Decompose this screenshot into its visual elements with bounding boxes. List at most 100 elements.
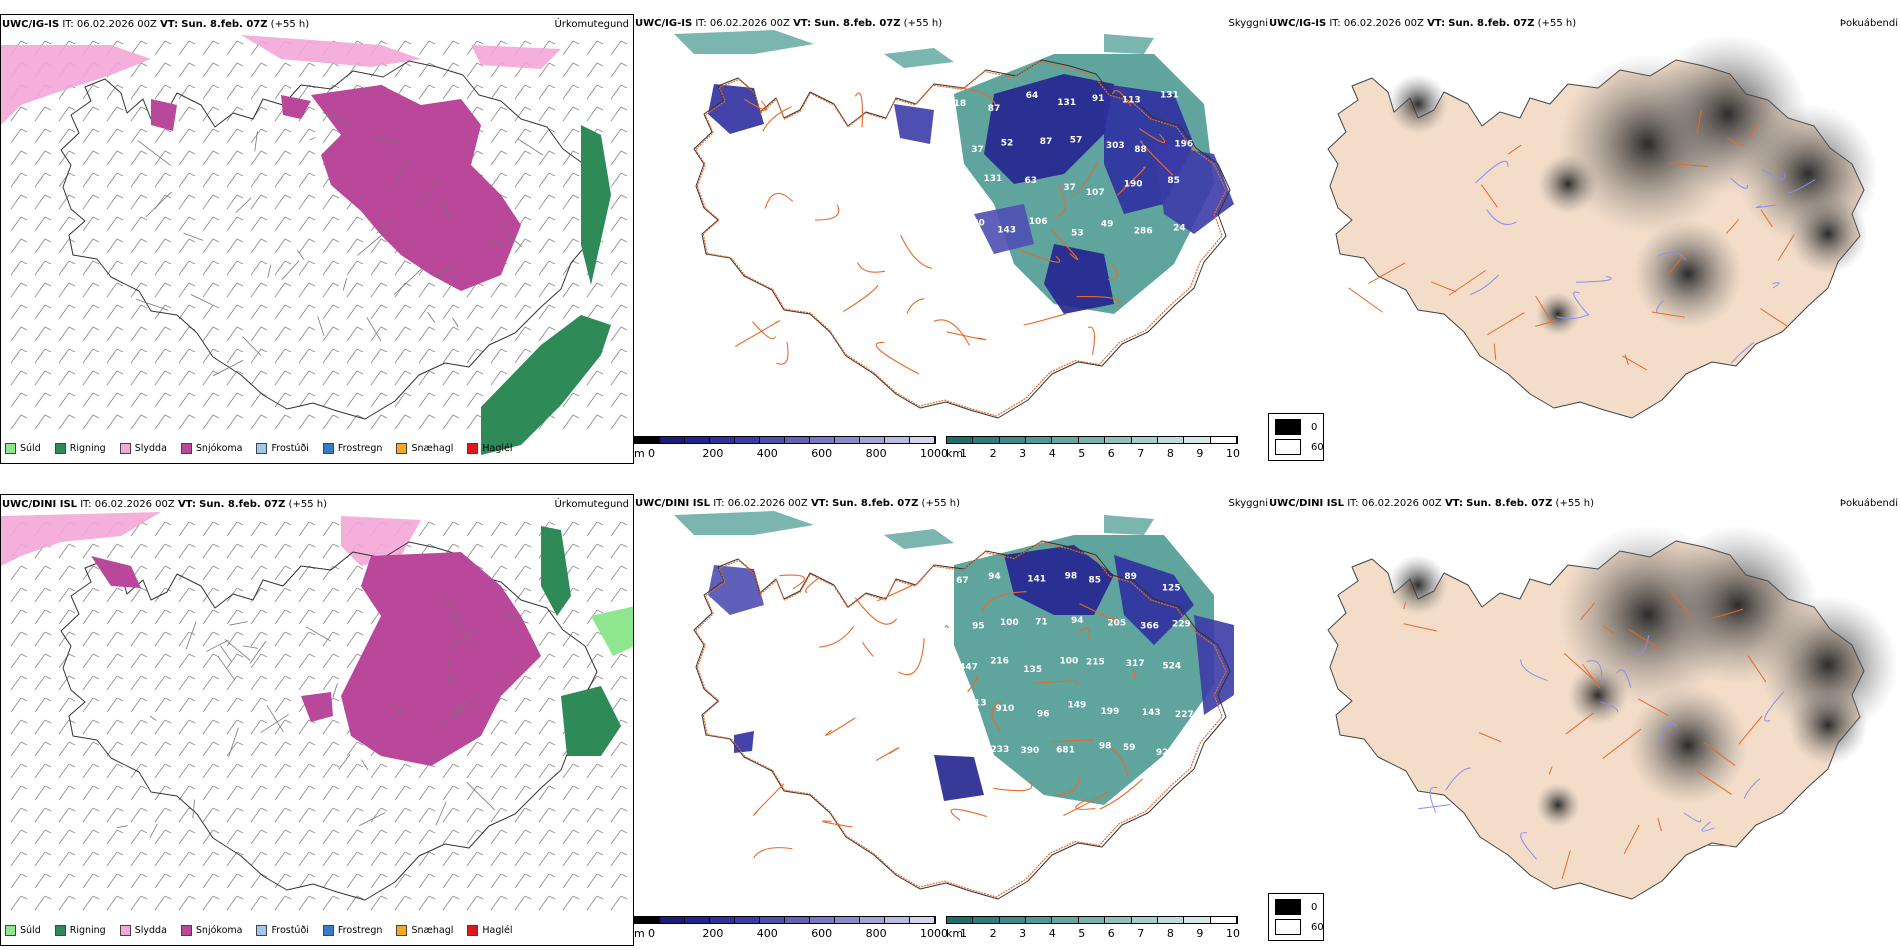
- legend-item: Snæhagl: [396, 925, 453, 936]
- legend-swatch: [322, 925, 334, 936]
- colorbar-tick: 9: [1196, 447, 1204, 460]
- fog-map: [1327, 525, 1898, 900]
- color-step: [885, 917, 910, 923]
- legend-swatch: [180, 925, 192, 936]
- color-step: [760, 917, 785, 923]
- legend-swatch: [467, 925, 479, 936]
- color-step: [999, 437, 1027, 443]
- ceiling-value-label: 107: [1086, 188, 1105, 198]
- ceiling-value-label: 18: [954, 99, 967, 109]
- ceiling-value-label: 94: [988, 572, 1001, 582]
- ceiling-value-label: 149: [1068, 701, 1087, 711]
- ceiling-value-label: 24: [1173, 223, 1186, 233]
- legend-label: Haglél: [482, 925, 513, 936]
- legend-swatch: [256, 925, 268, 936]
- colorbar-unit: m: [634, 447, 645, 460]
- legend-swatch: [119, 443, 131, 454]
- ceiling-value-label: 64: [1026, 91, 1039, 101]
- ceiling-value-label: 85: [1167, 176, 1180, 186]
- fog-legend-bottom: 0 60: [1268, 893, 1324, 941]
- ceiling-value-label: 100: [1060, 657, 1079, 667]
- colorbar-tick: 400: [756, 447, 778, 460]
- color-step: [999, 917, 1027, 923]
- color-step: [635, 917, 660, 923]
- legend-item: Frostregn: [322, 443, 382, 454]
- color-step: [1105, 437, 1132, 443]
- color-step: [735, 917, 760, 923]
- panel-header: UWC/DINI ISL IT: 06.02.2026 00Z VT: Sun.…: [635, 498, 960, 509]
- ceiling-value-label: 329: [957, 743, 976, 753]
- color-step: [860, 917, 885, 923]
- colorbar-tick: 200: [702, 447, 724, 460]
- ceiling-value-label: 286: [1134, 227, 1153, 237]
- ceiling-value-label: 303: [1106, 141, 1125, 151]
- colorbar-tick: 7: [1137, 927, 1145, 940]
- ceiling-value-label: 89: [1124, 572, 1137, 582]
- ceiling-value-label: 131: [984, 174, 1003, 184]
- legend-label: Slydda: [134, 443, 167, 454]
- precip-type-panel-top: UWC/IG-IS IT: 06.02.2026 00Z VT: Sun. 8.…: [0, 14, 634, 464]
- color-step: [910, 917, 935, 923]
- color-step: [947, 917, 974, 923]
- color-step: [1184, 437, 1211, 443]
- ceiling-value-label: 98: [1099, 742, 1112, 752]
- colorbar-tick: 1000: [920, 447, 948, 460]
- colorbar-tick: 3: [1019, 927, 1027, 940]
- color-step: [1131, 917, 1158, 923]
- color-step: [973, 917, 1000, 923]
- color-step: [1105, 917, 1132, 923]
- fog-legend-label: 60: [1311, 921, 1324, 933]
- legend-label: Slydda: [134, 925, 167, 936]
- legend-swatch: [54, 925, 66, 936]
- fog-legend-label: 0: [1311, 421, 1318, 433]
- panel-title: Þokuábendi: [1839, 498, 1898, 509]
- legend-label: Súld: [20, 443, 41, 454]
- legend-item: Slydda: [119, 443, 167, 454]
- color-step: [1157, 917, 1185, 923]
- legend-label: Snjókoma: [195, 925, 243, 936]
- color-step: [785, 437, 810, 443]
- colorbar-tick: 5: [1078, 447, 1086, 460]
- colorbar-tick: 2: [989, 927, 997, 940]
- ceiling-value-label: 135: [1023, 665, 1042, 675]
- color-step: [1078, 917, 1106, 923]
- color-step: [660, 437, 685, 443]
- legend-swatch: [119, 925, 131, 936]
- ceiling-value-label: 91: [1092, 94, 1105, 104]
- ceiling-visibility-panel-top: UWC/IG-IS IT: 06.02.2026 00Z VT: Sun. 8.…: [634, 14, 1268, 464]
- legend-swatch: [322, 443, 334, 454]
- colorbar-tick: 6: [1107, 447, 1115, 460]
- ceiling-value-label: 317: [1126, 659, 1145, 669]
- legend-item: Snjókoma: [180, 925, 243, 936]
- colorbar-tick: 0: [648, 447, 655, 460]
- legend-item: Slydda: [119, 925, 167, 936]
- ceiling-value-label: 96: [1037, 710, 1050, 720]
- colorbar-tick: 8: [1166, 447, 1174, 460]
- legend-item: Snæhagl: [396, 443, 453, 454]
- ceiling-value-label: 57: [1070, 135, 1083, 145]
- ceiling-value-label: 85: [1089, 576, 1102, 586]
- color-step: [685, 437, 710, 443]
- fog-legend-swatch: [1275, 899, 1301, 915]
- precip-type-legend: Súld Rigning Slydda Snjókoma Frostúði Frostre…: [5, 443, 513, 454]
- visibility-color-strip: [946, 916, 1238, 924]
- panel-header: UWC/DINI ISL IT: 06.02.2026 00Z VT: Sun.…: [2, 499, 327, 510]
- fog-legend-item: 60: [1275, 919, 1324, 935]
- ceiling-value-label: 52: [1001, 139, 1014, 149]
- legend-item: Súld: [5, 443, 41, 454]
- ceiling-value-label: 447: [959, 662, 978, 672]
- fog-legend-label: 60: [1311, 441, 1324, 453]
- legend-item: Frostregn: [322, 925, 382, 936]
- fog-legend-swatch: [1275, 439, 1301, 455]
- ceiling-value-label: 131: [1160, 90, 1179, 100]
- panel-title: Úrkomutegund: [554, 499, 629, 510]
- colorbar-unit: km: [946, 447, 964, 460]
- ceiling-value-label: 98: [1065, 571, 1078, 581]
- panel-header: UWC/DINI ISL IT: 06.02.2026 00Z VT: Sun.…: [1269, 498, 1594, 509]
- precip-type-map: [1, 512, 633, 911]
- colorbar-tick: 400: [756, 927, 778, 940]
- colorbar-tick: 10: [1226, 447, 1240, 460]
- ceiling-color-strip: [634, 436, 936, 444]
- colorbar-tick: 9: [1196, 927, 1204, 940]
- ceiling-colorbar-bottom: m 0 200 400 600 800 1000: [634, 916, 948, 942]
